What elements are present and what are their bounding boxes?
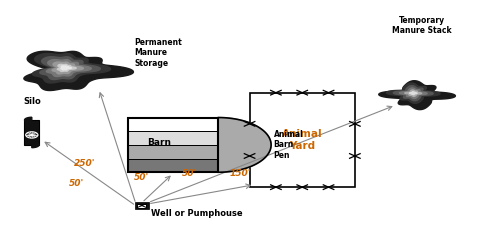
Polygon shape <box>386 83 440 103</box>
Text: Silo: Silo <box>23 97 41 106</box>
Polygon shape <box>32 54 110 83</box>
Bar <box>135 202 149 209</box>
Polygon shape <box>399 88 427 99</box>
Text: 50': 50' <box>69 179 84 188</box>
Polygon shape <box>24 117 32 123</box>
Polygon shape <box>409 92 417 94</box>
Polygon shape <box>32 142 39 148</box>
Bar <box>128 145 218 158</box>
Bar <box>128 118 218 172</box>
Polygon shape <box>58 64 76 71</box>
Polygon shape <box>47 60 91 76</box>
Polygon shape <box>40 57 100 80</box>
Text: Well or Pumphouse: Well or Pumphouse <box>152 209 243 218</box>
Polygon shape <box>405 90 422 96</box>
Bar <box>128 131 218 145</box>
Polygon shape <box>393 86 433 101</box>
Text: 150': 150' <box>229 169 251 178</box>
Text: 250': 250' <box>74 159 95 168</box>
Bar <box>128 158 218 172</box>
Bar <box>128 118 218 131</box>
Text: 50': 50' <box>134 173 149 182</box>
Bar <box>24 120 39 145</box>
Text: Temporary
Manure Stack: Temporary Manure Stack <box>392 16 452 35</box>
Text: Animal
Barn
Pen: Animal Barn Pen <box>274 130 303 160</box>
Text: Barn: Barn <box>147 138 171 147</box>
Polygon shape <box>52 62 84 74</box>
Text: Permanent
Manure
Storage: Permanent Manure Storage <box>135 38 182 68</box>
Text: Animal
Yard: Animal Yard <box>282 129 323 151</box>
Polygon shape <box>61 66 72 70</box>
Polygon shape <box>218 118 271 172</box>
Polygon shape <box>379 81 456 110</box>
Text: 50': 50' <box>182 169 197 178</box>
Bar <box>250 93 355 187</box>
Polygon shape <box>24 51 133 90</box>
Bar <box>137 204 146 208</box>
